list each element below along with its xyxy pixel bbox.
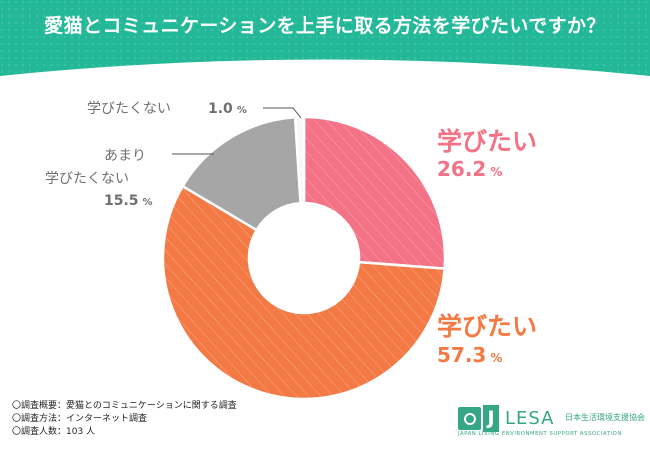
label-not-much-line-2: 学びたくない bbox=[45, 171, 129, 187]
label-not-want-value: 1.0% bbox=[208, 101, 247, 117]
logo-english-name: JAPAN LIVING ENVIRONMENT SUPPORT ASSOCIA… bbox=[458, 431, 622, 437]
donut-slice-not-want bbox=[293, 115, 306, 205]
label-not-much-value-percent: % bbox=[143, 197, 153, 208]
label-learn-small-value-percent: % bbox=[490, 165, 502, 179]
label-not-want-value-percent: % bbox=[237, 105, 247, 116]
survey-note-count: 〇調査人数：103 人 bbox=[12, 427, 96, 437]
label-not-much-value: 15.5% bbox=[104, 193, 153, 209]
label-not-much-line-1: あまり bbox=[104, 148, 146, 164]
leader-line-not-want bbox=[263, 107, 302, 119]
chart-title: 愛猫とコミュニケーションを上手に取る方法を学びたいですか？ bbox=[44, 15, 606, 37]
logo-name: LESA bbox=[505, 408, 555, 429]
label-learn-large-value-percent: % bbox=[490, 351, 502, 365]
donut-slice-not-much bbox=[180, 115, 302, 232]
label-not-want-value-number: 1.0 bbox=[208, 101, 233, 117]
leader-lines bbox=[172, 107, 302, 155]
logo-circle-mark bbox=[458, 407, 481, 430]
logo-japanese-name: 日本生活環境支援協会 bbox=[565, 413, 645, 422]
survey-note-overview: 〇調査概要：愛猫とのコミュニケーションに関する調査 bbox=[12, 401, 237, 411]
donut-slices bbox=[161, 115, 447, 401]
label-not-much-value-number: 15.5 bbox=[104, 193, 139, 209]
donut-slice-learn-small-hatch bbox=[304, 117, 446, 269]
label-learn-large-name: 学びたい bbox=[437, 312, 537, 341]
label-learn-large-value-number: 57.3 bbox=[437, 343, 486, 367]
donut-slice-learn-large-hatch bbox=[162, 186, 445, 400]
survey-notes: 〇調査概要：愛猫とのコミュニケーションに関する調査 〇調査方法：インターネット調… bbox=[12, 400, 342, 439]
logo-letter-j: J bbox=[483, 405, 499, 432]
jlesa-logo: J LESA 日本生活環境支援協会 JAPAN LIVING ENVIRONME… bbox=[458, 405, 645, 439]
label-learn-small-value-number: 26.2 bbox=[437, 157, 486, 181]
label-learn-small-name: 学びたい bbox=[437, 127, 537, 156]
label-not-want-name: 学びたくない bbox=[87, 101, 171, 117]
label-learn-small-value: 26.2% bbox=[437, 157, 502, 181]
survey-note-method: 〇調査方法：インターネット調査 bbox=[12, 414, 148, 424]
label-learn-large-value: 57.3% bbox=[437, 343, 502, 367]
